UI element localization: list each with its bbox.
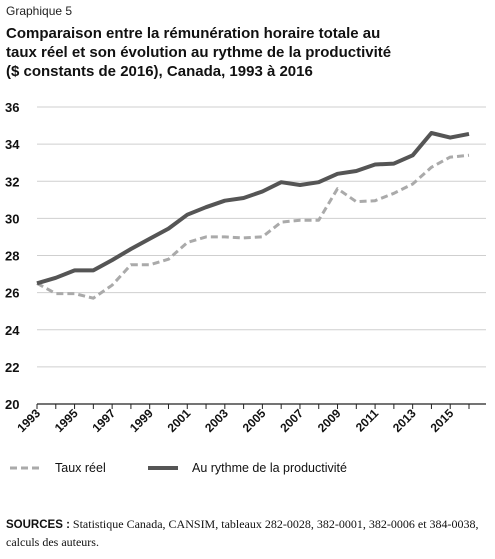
x-tick-label: 2007 [277,406,306,435]
y-tick-label: 34 [5,137,20,152]
y-tick-label: 28 [5,249,19,264]
source-text: Statistique Canada, CANSIM, tableaux 282… [6,517,479,549]
x-tick-label: 2011 [353,406,382,435]
y-tick-label: 24 [5,323,20,338]
x-tick-label: 2003 [202,406,231,435]
y-tick-label: 22 [5,360,19,375]
chart-title-line-3: ($ constants de 2016), Canada, 1993 à 20… [6,63,313,80]
y-tick-label: 32 [5,174,19,189]
y-tick-label: 26 [5,286,19,301]
source-note: SOURCES : Statistique Canada, CANSIM, ta… [6,516,490,551]
x-tick-label: 2015 [428,406,457,435]
figure-label: Graphique 5 [6,4,73,18]
y-tick-label: 20 [5,397,19,412]
chart-title: Comparaison entre la rémunération horair… [6,24,486,81]
x-tick-label: 2001 [165,406,194,435]
x-tick-label: 1999 [127,406,156,435]
x-tick-label: 1995 [52,406,81,435]
series-lines [36,131,470,300]
chart-title-line-1: Comparaison entre la rémunération horair… [6,25,381,42]
y-tick-label: 36 [5,100,19,115]
series-line-1 [36,153,470,300]
legend-label-1: Taux réel [55,461,106,475]
legend-label-2: Au rythme de la productivité [192,461,347,475]
series-line-2 [36,131,470,286]
chart-title-line-2: taux réel et son évolution au rythme de … [6,44,392,61]
y-tick-label: 30 [5,211,19,226]
x-tick-label: 1997 [89,406,118,435]
x-tick-label: 2009 [315,406,344,435]
gridlines [37,106,486,368]
source-heading: SOURCES : [6,519,70,531]
x-tick-label: 2005 [240,406,269,435]
legend: Taux réel Au rythme de la productivité [10,461,347,475]
x-tick-label: 2013 [390,406,419,435]
